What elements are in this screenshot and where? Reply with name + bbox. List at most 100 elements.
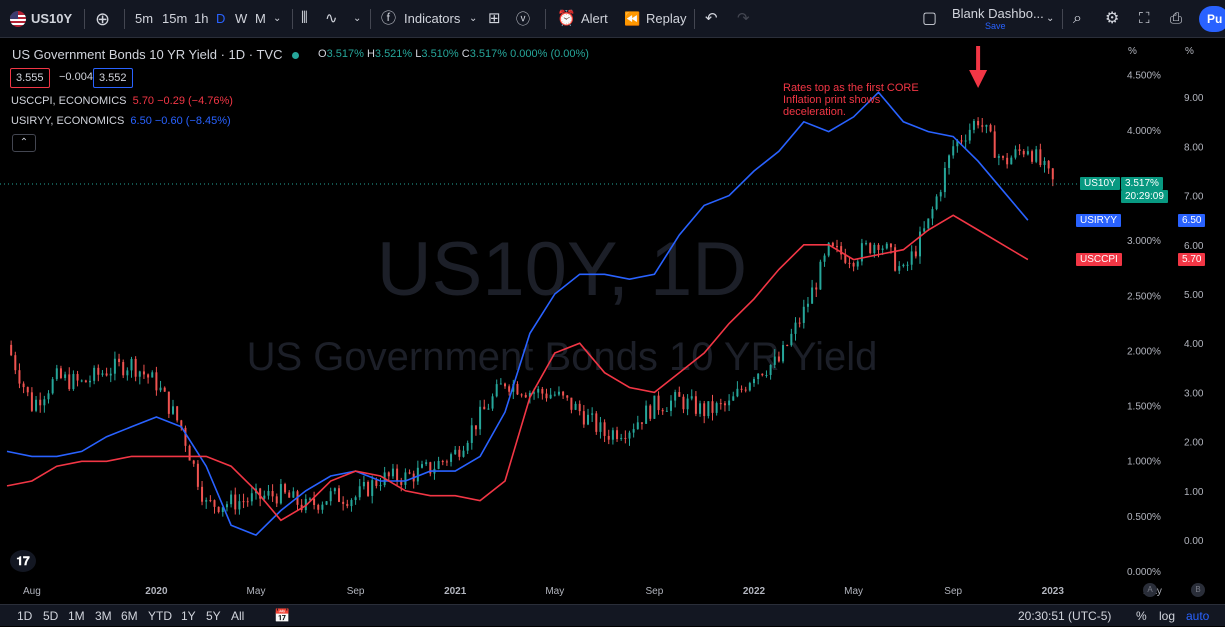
indicators-icon[interactable]: ⓕ xyxy=(381,10,397,27)
search-icon[interactable]: ⌕ xyxy=(1073,10,1082,27)
candle-body xyxy=(844,254,847,263)
camera-icon[interactable]: ⎙ xyxy=(1170,10,1183,27)
axis-button-left[interactable]: A xyxy=(1143,583,1157,597)
line-chart-icon[interactable]: ∿ xyxy=(325,10,338,27)
candle-body xyxy=(948,155,951,168)
candle-body xyxy=(972,120,975,130)
chevron-down-icon[interactable]: ⌄ xyxy=(353,13,362,24)
indicator-legend-cpi[interactable]: USCCPI, ECONOMICS 5.70 −0.29 (−4.76%) xyxy=(11,95,233,107)
candle-body xyxy=(246,501,249,503)
candle-body xyxy=(466,442,469,451)
buy-price[interactable]: 3.552 xyxy=(93,68,133,88)
auto-toggle[interactable]: auto xyxy=(1186,609,1210,623)
candle-body xyxy=(885,243,888,249)
candle-body xyxy=(263,495,266,499)
interval-w[interactable]: W xyxy=(235,11,248,26)
price-chart[interactable]: US10Y, 1D US Government Bonds 10 YR Yiel… xyxy=(0,38,1225,604)
collapse-legend-button[interactable]: ⌃ xyxy=(12,134,36,152)
interval-5m[interactable]: 5m xyxy=(135,11,154,26)
indicator-legend-iryy[interactable]: USIRYY, ECONOMICS 6.50 −0.60 (−8.45%) xyxy=(11,115,231,127)
interval-m[interactable]: M xyxy=(255,11,266,26)
replay-icon[interactable]: ⏪ xyxy=(624,11,641,26)
layout-name[interactable]: Blank Dashbo... xyxy=(952,6,1044,21)
range-1m[interactable]: 1M xyxy=(68,609,85,623)
save-label[interactable]: Save xyxy=(985,21,1006,31)
candle-body xyxy=(474,425,477,430)
candle-body xyxy=(740,388,743,390)
candle-body xyxy=(1047,160,1050,169)
clock[interactable]: 20:30:51 (UTC-5) xyxy=(1018,609,1112,623)
undo-icon[interactable]: ↶ xyxy=(705,10,718,27)
candle-body xyxy=(836,246,838,248)
time-axis-tick: Sep xyxy=(646,586,664,597)
range-6m[interactable]: 6M xyxy=(121,609,138,623)
candle-body xyxy=(773,356,776,365)
candles xyxy=(10,117,1054,517)
interval-1h[interactable]: 1h xyxy=(194,11,209,26)
candle-body xyxy=(51,379,54,394)
us10y-tag-value: 3.517% xyxy=(1121,177,1163,190)
range-1y[interactable]: 1Y xyxy=(181,609,196,623)
interval-15m[interactable]: 15m xyxy=(162,11,188,26)
range-1d[interactable]: 1D xyxy=(17,609,33,623)
candle-body xyxy=(765,374,768,376)
publish-button[interactable]: Pu xyxy=(1199,6,1225,32)
annotation-text: Inflation print shows xyxy=(783,94,881,106)
candle-body xyxy=(159,387,162,391)
replay-button[interactable]: Replay xyxy=(646,11,687,26)
interval-d[interactable]: D xyxy=(216,11,226,26)
range-5d[interactable]: 5D xyxy=(43,609,59,623)
candle-body xyxy=(147,374,150,378)
candle-body xyxy=(43,399,46,406)
range-5y[interactable]: 5Y xyxy=(206,609,221,623)
candle-body xyxy=(699,403,702,414)
candle-body xyxy=(325,501,328,505)
candle-body xyxy=(425,462,428,465)
chevron-down-icon[interactable]: ⌄ xyxy=(273,13,282,24)
candle-body xyxy=(151,372,154,378)
candle-body xyxy=(338,488,340,502)
range-ytd[interactable]: YTD xyxy=(148,609,172,623)
cpi-tag-name: USCCPI xyxy=(1076,253,1122,266)
compare-add-icon[interactable]: ⊕ xyxy=(95,9,111,29)
candle-body xyxy=(898,266,901,271)
indicators-button[interactable]: Indicators xyxy=(404,11,461,26)
candles-icon[interactable]: ⫴ xyxy=(301,10,308,27)
date-range-calendar-icon[interactable]: 📅 xyxy=(274,608,291,623)
chevron-down-icon[interactable]: ⌄ xyxy=(469,13,478,24)
candle-body xyxy=(823,255,826,262)
sell-price[interactable]: 3.555 xyxy=(10,68,50,88)
redo-icon[interactable]: ↷ xyxy=(737,10,750,27)
candle-body xyxy=(935,196,938,210)
candle-body xyxy=(607,435,610,440)
candle-body xyxy=(408,472,411,474)
templates-icon[interactable]: ⓥ xyxy=(516,11,530,27)
range-all[interactable]: All xyxy=(231,609,245,623)
candle-body xyxy=(138,371,141,377)
alert-button[interactable]: Alert xyxy=(581,11,608,26)
chevron-down-icon[interactable]: ⌄ xyxy=(1046,13,1055,24)
spread: −0.004 xyxy=(59,71,93,83)
fullscreen-square-icon[interactable]: ▢ xyxy=(922,10,938,27)
gear-icon[interactable]: ⚙ xyxy=(1105,10,1120,27)
candle-body xyxy=(10,344,13,356)
arrow-down-icon xyxy=(969,46,988,88)
candle-body xyxy=(616,430,619,440)
percent-toggle[interactable]: % xyxy=(1136,609,1147,623)
range-3m[interactable]: 3M xyxy=(95,609,112,623)
alert-clock-icon[interactable]: ⏰ xyxy=(557,10,576,27)
candle-body xyxy=(562,391,565,396)
left-axis-tick: 1.000% xyxy=(1127,457,1161,468)
expand-icon[interactable]: ⛶ xyxy=(1139,10,1150,27)
layouts-grid-icon[interactable]: ⊞ xyxy=(488,10,501,27)
candle-body xyxy=(877,244,880,250)
symbol-search[interactable]: US10Y xyxy=(31,11,73,26)
candle-body xyxy=(275,496,278,504)
watermark-symbol: US10Y, 1D xyxy=(377,227,747,312)
watermark-name: US Government Bonds 10 YR Yield xyxy=(247,335,878,379)
axis-button-right[interactable]: B xyxy=(1191,583,1205,597)
candle-body xyxy=(113,358,116,374)
candle-body xyxy=(504,383,506,387)
candle-body xyxy=(400,480,403,485)
log-toggle[interactable]: log xyxy=(1159,609,1176,623)
